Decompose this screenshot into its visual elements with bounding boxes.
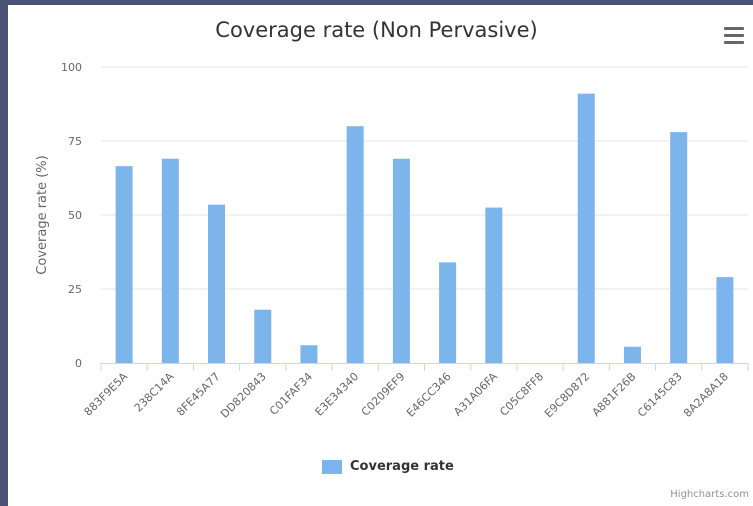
y-axis-ticks: 0 25 50 75 100: [61, 61, 82, 370]
legend-label: Coverage rate: [350, 459, 454, 474]
y-tick-label: 100: [61, 61, 82, 74]
y-tick-label: 25: [68, 283, 82, 296]
bar[interactable]: [623, 346, 641, 363]
hamburger-menu-icon[interactable]: [724, 27, 744, 45]
x-tick-label: C0209EF9: [359, 370, 408, 419]
y-tick-label: 0: [75, 357, 82, 370]
x-tick-label: DD820843: [218, 370, 269, 421]
x-tick-label: A881F26B: [590, 370, 639, 419]
bar[interactable]: [392, 158, 410, 363]
bar[interactable]: [254, 309, 272, 363]
bar[interactable]: [439, 262, 457, 363]
bar[interactable]: [485, 207, 503, 363]
x-axis-ticks: 883F9E5A 238C14A8FE45A77DD820843C01FAF34E…: [82, 363, 749, 421]
bar[interactable]: [208, 204, 226, 363]
credits-link[interactable]: Highcharts.com: [670, 489, 749, 500]
y-axis-label: Coverage rate (%): [35, 155, 50, 274]
bar[interactable]: [716, 277, 734, 363]
bar[interactable]: [300, 345, 318, 363]
x-tick-label: A31A06FA: [451, 370, 500, 419]
bar[interactable]: [115, 166, 133, 363]
legend-item[interactable]: Coverage rate: [322, 459, 454, 474]
x-tick-label: C01FAF34: [267, 370, 315, 418]
x-tick-label: 8FE45A77: [174, 370, 223, 419]
x-tick-label: 238C14A: [132, 370, 177, 415]
x-tick-label: E3E34340: [313, 370, 362, 419]
x-tick-label: C6145C83: [635, 370, 685, 420]
legend-swatch: [322, 459, 342, 474]
y-tick-label: 50: [68, 209, 82, 222]
grid-lines: [101, 66, 748, 290]
bar[interactable]: [577, 93, 595, 363]
y-tick-label: 75: [68, 135, 82, 148]
bars: [115, 93, 734, 363]
bar[interactable]: [346, 126, 364, 363]
x-tick-label: 883F9E5A: [82, 370, 131, 419]
chart-title: Coverage rate (Non Pervasive): [215, 18, 538, 42]
x-tick-label: C05C8FF8: [497, 370, 546, 419]
bar[interactable]: [161, 158, 179, 363]
x-tick-label: E46CC346: [404, 370, 454, 420]
x-tick-label: 8A2A8A18: [681, 370, 731, 420]
bar[interactable]: [670, 132, 688, 363]
x-tick-label: E9C8D872: [542, 370, 592, 420]
